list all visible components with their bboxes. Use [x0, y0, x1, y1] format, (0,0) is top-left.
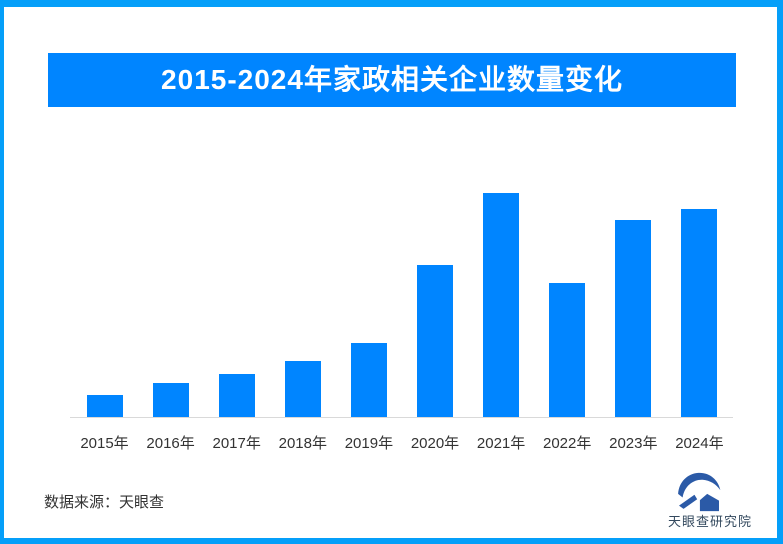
x-tick-label-2016年: 2016年 [146, 435, 195, 452]
x-tick-label-2020年: 2020年 [410, 435, 460, 452]
x-tick-label-2024年: 2024年 [675, 435, 724, 452]
x-tick-label-2015年: 2015年 [80, 435, 129, 452]
x-axis-labels: 2015年 2016年 2017年 2018年 2019年 2020年 2021年 2022年… [70, 432, 733, 454]
tianyancha-logo-text: 天眼查研究院 [667, 514, 752, 529]
x-tick-label-2021年: 2021年 [476, 435, 526, 452]
frame-border-left [0, 0, 4, 544]
x-tick-label-2023年: 2023年 [609, 435, 658, 452]
bar-2023年 [615, 220, 652, 417]
title-banner: 2015-2024年家政相关企业数量变化 [48, 53, 736, 107]
bar-2022年 [549, 283, 586, 417]
bar-2018年 [284, 361, 321, 417]
bar-2015年 [86, 395, 123, 417]
x-tick-label-2019年: 2019年 [344, 435, 394, 452]
bar-2020年 [417, 265, 453, 417]
frame-border-bottom [0, 538, 783, 544]
bar-2017年 [218, 374, 255, 417]
source-note: 数据来源：天眼查 [44, 494, 165, 511]
tianyancha-logo-icon [678, 472, 721, 512]
chart-title: 2015-2024年家政相关企业数量变化 [161, 64, 623, 95]
frame-border-top [0, 0, 783, 7]
x-tick-label-2017年: 2017年 [212, 435, 261, 452]
x-tick-label-2022年: 2022年 [543, 435, 592, 452]
plot-area [70, 107, 733, 418]
x-tick-label-2018年: 2018年 [278, 435, 327, 452]
bar-2021年 [483, 193, 520, 417]
bar-2016年 [152, 383, 189, 417]
bar-2019年 [350, 343, 387, 417]
frame-border-right [777, 0, 783, 544]
bar-2024年 [681, 209, 718, 417]
